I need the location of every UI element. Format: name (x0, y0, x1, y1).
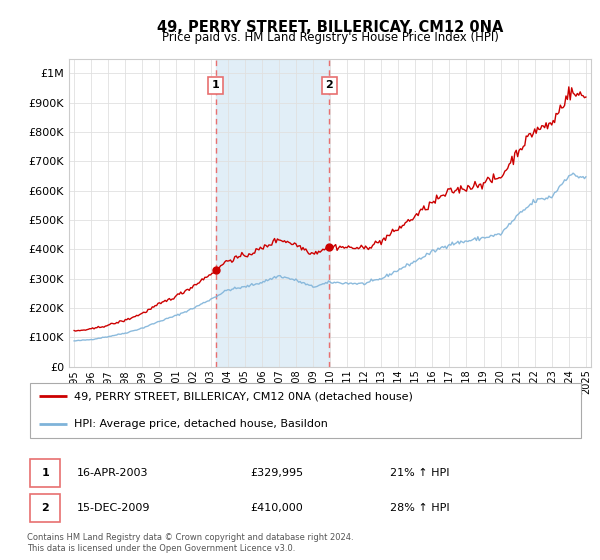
Text: 28% ↑ HPI: 28% ↑ HPI (390, 503, 449, 513)
Text: £410,000: £410,000 (250, 503, 303, 513)
Text: 16-APR-2003: 16-APR-2003 (77, 468, 149, 478)
Text: Contains HM Land Registry data © Crown copyright and database right 2024.
This d: Contains HM Land Registry data © Crown c… (27, 533, 353, 553)
Text: 49, PERRY STREET, BILLERICAY, CM12 0NA (detached house): 49, PERRY STREET, BILLERICAY, CM12 0NA (… (74, 391, 413, 401)
FancyBboxPatch shape (30, 494, 61, 522)
FancyBboxPatch shape (30, 459, 61, 487)
Bar (215, 59, 329, 367)
Text: 1: 1 (212, 80, 220, 90)
Text: 1: 1 (41, 468, 49, 478)
Text: 15-DEC-2009: 15-DEC-2009 (77, 503, 151, 513)
Text: Price paid vs. HM Land Registry's House Price Index (HPI): Price paid vs. HM Land Registry's House … (161, 31, 499, 44)
FancyBboxPatch shape (30, 382, 581, 438)
Text: 2: 2 (325, 80, 333, 90)
Text: HPI: Average price, detached house, Basildon: HPI: Average price, detached house, Basi… (74, 419, 328, 430)
Text: 2: 2 (41, 503, 49, 513)
Text: 49, PERRY STREET, BILLERICAY, CM12 0NA: 49, PERRY STREET, BILLERICAY, CM12 0NA (157, 20, 503, 35)
Text: 21% ↑ HPI: 21% ↑ HPI (390, 468, 449, 478)
Text: £329,995: £329,995 (250, 468, 304, 478)
